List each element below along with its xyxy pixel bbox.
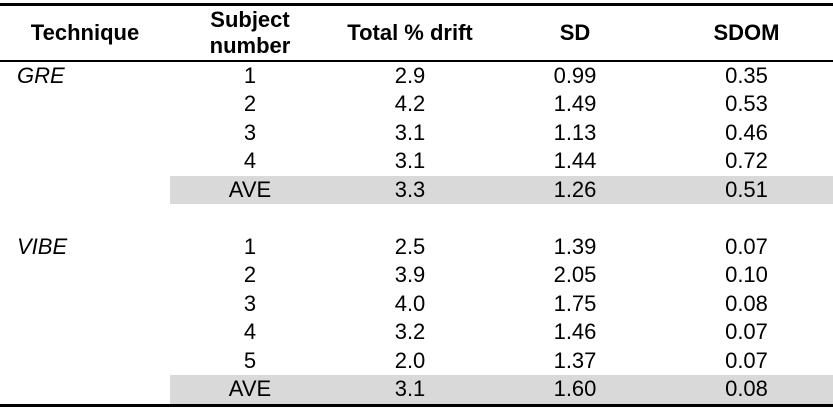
sdom-cell: 0.35 xyxy=(725,62,768,88)
sdom-cell: 0.08 xyxy=(725,290,768,316)
subject-cell: 1 xyxy=(243,233,257,259)
subject-cell: 3 xyxy=(243,119,257,145)
page: { "colors": { "background": "#ffffff", "… xyxy=(0,3,833,418)
drift-statistics-table: Technique Subject number Total % drift S… xyxy=(0,3,833,407)
subject-cell: 4 xyxy=(243,319,257,344)
drift-cell: 2.9 xyxy=(394,62,426,88)
subject-cell: 3 xyxy=(243,290,257,316)
subject-cell: 2 xyxy=(243,262,257,287)
data-row-gre-3: 3 3.1 1.13 0.46 xyxy=(0,119,833,148)
subject-cell-ave: AVE xyxy=(170,375,330,405)
drift-cell: 4.2 xyxy=(394,91,426,116)
subject-cell: 2 xyxy=(243,91,257,116)
sdom-cell: 0.10 xyxy=(725,262,768,287)
technique-cell-empty xyxy=(0,119,170,148)
table-header: Technique Subject number Total % drift S… xyxy=(0,4,833,62)
sdom-cell: 0.07 xyxy=(725,319,768,344)
data-row-vibe-2: 2 3.9 2.05 0.10 xyxy=(0,261,833,290)
subject-cell: 4 xyxy=(243,148,257,173)
table-body: GRE 1 2.9 0.99 0.35 2 4.2 1.49 0.53 3 3.… xyxy=(0,61,833,405)
data-row-vibe-5: 5 2.0 1.37 0.07 xyxy=(0,347,833,376)
data-row-vibe-3: 3 4.0 1.75 0.08 xyxy=(0,290,833,319)
header-row: Technique Subject number Total % drift S… xyxy=(0,4,833,62)
average-row-vibe: AVE 3.1 1.60 0.08 xyxy=(0,375,833,405)
header-sd: SD xyxy=(490,4,660,62)
drift-cell: 3.2 xyxy=(394,319,426,344)
sd-cell: 1.46 xyxy=(553,319,597,344)
technique-cell-empty xyxy=(0,147,170,176)
sd-cell: 1.39 xyxy=(553,233,597,259)
sdom-cell-ave: 0.08 xyxy=(660,375,833,405)
data-row-gre-1: GRE 1 2.9 0.99 0.35 xyxy=(0,61,833,91)
sd-cell: 1.37 xyxy=(553,347,597,373)
sd-cell-ave: 1.60 xyxy=(490,375,660,405)
subject-cell: 1 xyxy=(243,62,257,88)
technique-cell-empty xyxy=(0,261,170,290)
sd-cell: 2.05 xyxy=(553,262,597,287)
data-row-vibe-4: 4 3.2 1.46 0.07 xyxy=(0,318,833,347)
data-row-gre-2: 2 4.2 1.49 0.53 xyxy=(0,90,833,119)
technique-label-vibe: VIBE xyxy=(17,233,68,259)
sd-cell: 1.49 xyxy=(553,91,597,116)
header-subject-number: Subject number xyxy=(170,4,330,62)
technique-cell-empty xyxy=(0,90,170,119)
sdom-cell: 0.46 xyxy=(725,119,768,145)
header-total-percent-drift: Total % drift xyxy=(330,4,490,62)
spacer-cell xyxy=(0,204,833,233)
subject-cell-ave: AVE xyxy=(170,175,330,204)
sdom-cell: 0.07 xyxy=(725,347,768,373)
technique-cell-empty xyxy=(0,318,170,347)
drift-cell: 3.1 xyxy=(394,119,426,145)
sd-cell: 1.75 xyxy=(553,290,597,316)
data-row-gre-4: 4 3.1 1.44 0.72 xyxy=(0,147,833,176)
header-technique: Technique xyxy=(0,4,170,62)
sd-cell: 1.44 xyxy=(553,148,597,173)
drift-cell: 3.9 xyxy=(394,262,426,287)
sdom-cell-ave: 0.51 xyxy=(660,175,833,204)
spacer-row xyxy=(0,204,833,233)
sd-cell: 1.13 xyxy=(553,119,597,145)
drift-cell: 2.5 xyxy=(394,233,426,259)
sdom-cell: 0.53 xyxy=(725,91,768,116)
drift-cell-ave: 3.1 xyxy=(330,375,490,405)
drift-cell: 3.1 xyxy=(394,148,426,173)
header-sdom: SDOM xyxy=(660,4,833,62)
technique-cell-empty xyxy=(0,290,170,319)
technique-cell-empty xyxy=(0,176,170,205)
drift-cell: 4.0 xyxy=(394,290,426,316)
drift-cell-ave: 3.3 xyxy=(330,175,490,204)
technique-cell-empty xyxy=(0,375,170,405)
sdom-cell: 0.07 xyxy=(725,233,768,259)
sdom-cell: 0.72 xyxy=(725,148,768,173)
technique-label-gre: GRE xyxy=(17,62,65,88)
drift-cell: 2.0 xyxy=(394,347,426,373)
technique-cell-empty xyxy=(0,347,170,376)
data-row-vibe-1: VIBE 1 2.5 1.39 0.07 xyxy=(0,233,833,262)
sd-cell: 0.99 xyxy=(553,62,597,88)
average-row-gre: AVE 3.3 1.26 0.51 xyxy=(0,175,833,205)
subject-cell: 5 xyxy=(243,347,257,373)
sd-cell-ave: 1.26 xyxy=(490,175,660,204)
